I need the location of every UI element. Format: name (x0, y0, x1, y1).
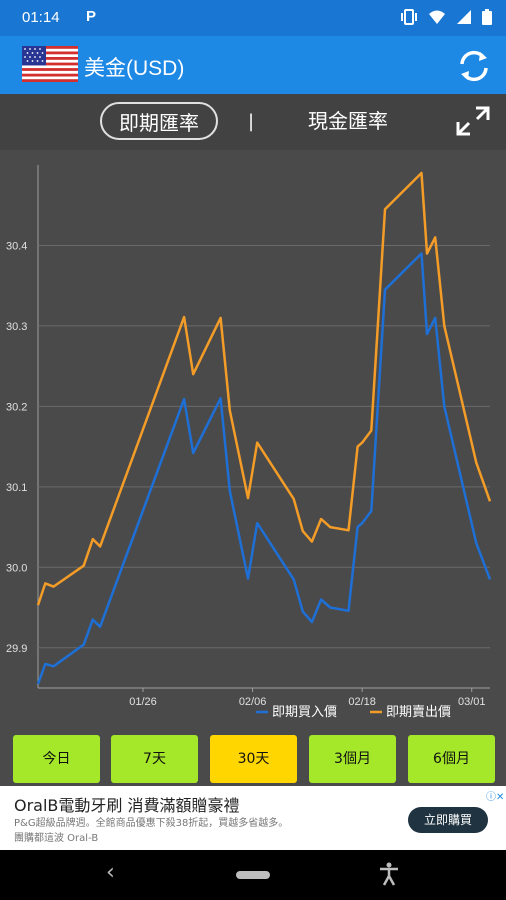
tab-separator: | (248, 111, 255, 132)
rate-tabs: 即期匯率 | 現金匯率 (0, 94, 506, 150)
y-tick-label: 29.9 (6, 643, 27, 655)
range-button-today[interactable]: 今日 (13, 735, 100, 783)
ad-cta-button[interactable]: 立即購買 (408, 807, 488, 833)
signal-icon (457, 10, 471, 24)
series-line-buy (36, 252, 492, 685)
rate-line-chart: 29.9 30.0 30.1 30.2 30.3 30.4 01/26 02/06 02/18 0… (6, 165, 492, 720)
legend-label: 即期買入價 (272, 705, 337, 720)
legend-label: 即期賣出價 (386, 705, 451, 720)
status-time: 01:14 (22, 9, 60, 26)
y-tick-label: 30.3 (6, 321, 27, 333)
x-tick-label: 03/01 (458, 696, 486, 708)
x-tick-label: 02/18 (348, 696, 376, 708)
ad-banner[interactable]: OralB電動牙刷 消費滿額贈豪禮 P&G超級品牌週。全館商品優惠下殺38折起，… (0, 786, 506, 850)
ad-title[interactable]: OralB電動牙刷 消費滿額贈豪禮 (14, 796, 240, 815)
y-tick-label: 30.2 (6, 401, 27, 413)
series-line-sell (36, 171, 492, 606)
us-flag-icon (22, 46, 78, 82)
refresh-icon[interactable] (454, 46, 494, 86)
wifi-icon (429, 10, 445, 24)
ad-description-2: 團購都這波 Oral-B (14, 833, 99, 844)
tab-spot-rate[interactable]: 即期匯率 (100, 102, 218, 140)
x-tick-label: 02/06 (239, 696, 267, 708)
battery-icon (482, 9, 492, 25)
ad-description: P&G超級品牌週。全館商品優惠下殺38折起，買越多省越多。 (14, 818, 289, 829)
range-button-7days[interactable]: 7天 (111, 735, 198, 783)
parking-app-icon: P (86, 8, 97, 25)
vibrate-icon (401, 9, 417, 25)
ad-choices-icon[interactable]: ⓘ✕ (486, 792, 505, 803)
y-tick-label: 30.4 (6, 240, 27, 252)
system-icons (400, 9, 492, 25)
range-button-3months[interactable]: 3個月 (309, 735, 396, 783)
accessibility-icon[interactable] (378, 862, 400, 886)
fullscreen-icon[interactable] (456, 106, 490, 136)
nav-bar: ‹ (0, 850, 506, 900)
range-button-30days[interactable]: 30天 (210, 735, 297, 783)
currency-title: 美金(USD) (84, 57, 185, 80)
y-tick-label: 30.1 (6, 482, 27, 494)
tab-cash-rate[interactable]: 現金匯率 (308, 109, 388, 133)
rate-chart: 29.9 30.0 30.1 30.2 30.3 30.4 01/26 02/06 02/18 0… (0, 150, 506, 730)
x-tick-label: 01/26 (129, 696, 157, 708)
range-selector: 今日 7天 30天 3個月 6個月 (0, 730, 506, 786)
home-pill-icon[interactable] (236, 871, 270, 879)
y-tick-label: 30.0 (6, 562, 27, 574)
range-button-6months[interactable]: 6個月 (408, 735, 495, 783)
status-bar: 01:14 P (0, 0, 506, 36)
back-icon[interactable]: ‹ (106, 860, 115, 885)
app-bar: 美金(USD) (0, 36, 506, 94)
